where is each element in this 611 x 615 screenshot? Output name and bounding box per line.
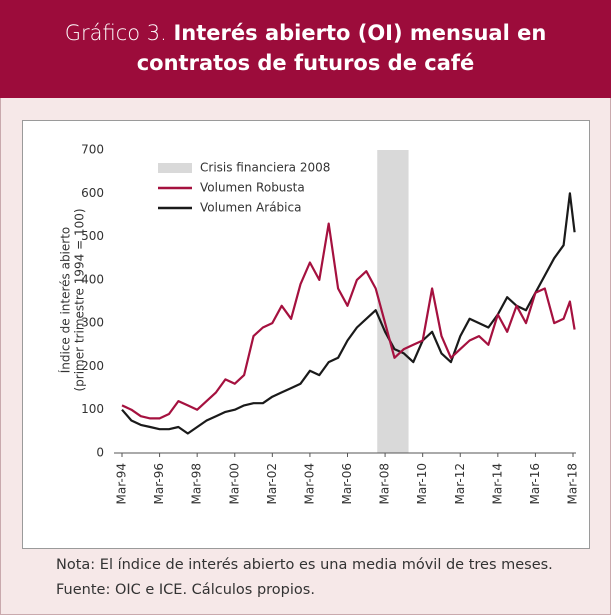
y-tick-label: 500 (81, 229, 104, 243)
note: Nota: El índice de interés abierto es un… (56, 557, 553, 573)
crisis-band (377, 150, 409, 453)
legend-swatch (158, 163, 192, 173)
y-tick-label: 200 (81, 359, 104, 373)
x-tick-label: Mar-06 (340, 463, 354, 504)
y-tick-label: 700 (81, 143, 104, 157)
y-tick-label: 600 (81, 186, 104, 200)
x-tick-label: Mar-08 (378, 463, 392, 504)
x-tick-label: Mar-16 (528, 463, 542, 504)
legend-label: Volumen Robusta (200, 181, 305, 195)
x-tick-label: Mar-10 (415, 463, 429, 504)
x-tick-label: Mar-14 (490, 463, 504, 504)
x-tick-label: Mar-02 (265, 463, 279, 504)
legend-label: Volumen Arábica (200, 201, 301, 215)
header: Gráfico 3. Interés abierto (OI) mensual … (0, 0, 611, 98)
series-line (121, 192, 576, 435)
chart-box (22, 120, 590, 549)
header-prefix: Gráfico 3. (64, 21, 167, 45)
header-title: Interés abierto (OI) mensual en contrato… (136, 21, 547, 75)
x-tick-label: Mar-12 (453, 463, 467, 504)
y-tick-label: 0 (96, 446, 104, 460)
x-tick-label: Mar-94 (115, 463, 129, 504)
x-tick-label: Mar-04 (302, 463, 316, 504)
x-tick-label: Mar-98 (190, 463, 204, 504)
legend-label: Crisis financiera 2008 (200, 161, 330, 175)
series-line (121, 222, 576, 420)
y-axis-label: Índice de interés abierto (58, 227, 73, 374)
y-tick-label: 100 (81, 402, 104, 416)
x-tick-label: Mar-96 (152, 463, 166, 504)
y-tick-label: 400 (81, 272, 104, 286)
y-tick-label: 300 (81, 316, 104, 330)
x-tick-label: Mar-00 (227, 463, 241, 504)
source: Fuente: OIC e ICE. Cálculos propios. (56, 582, 315, 598)
x-tick-label: Mar-18 (566, 463, 580, 504)
y-axis-label: (primer trimestre 1994 = 100) (73, 208, 87, 391)
